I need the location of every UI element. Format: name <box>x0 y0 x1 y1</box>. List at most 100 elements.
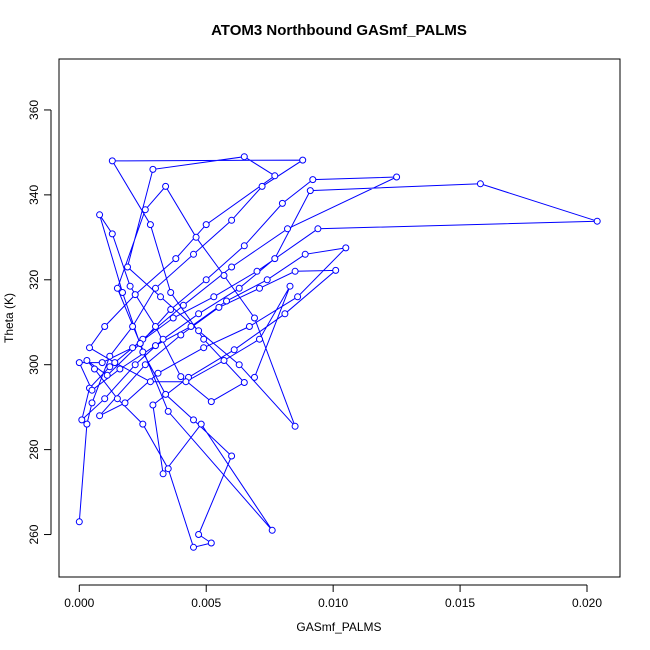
data-point <box>202 276 210 284</box>
data-point <box>271 255 279 263</box>
data-point <box>141 361 149 369</box>
plot-frame <box>58 58 621 578</box>
data-point <box>124 263 131 271</box>
data-point <box>299 156 307 164</box>
data-point <box>251 314 258 322</box>
y-axis-label: Theta (K) <box>2 293 16 343</box>
data-point <box>83 357 91 364</box>
data-point <box>190 543 197 551</box>
data-point <box>139 420 147 428</box>
data-point <box>301 250 309 258</box>
data-point <box>164 465 172 473</box>
data-point <box>162 182 170 190</box>
data-point <box>179 301 187 309</box>
x-tick-label: 0.010 <box>318 596 348 610</box>
data-point <box>101 395 109 403</box>
data-point <box>314 225 322 233</box>
data-point <box>332 266 340 274</box>
data-point <box>131 361 139 369</box>
data-point <box>157 293 164 301</box>
data-point <box>88 399 96 407</box>
data-point <box>75 359 83 367</box>
data-point <box>286 282 294 290</box>
data-point <box>126 282 134 290</box>
data-point <box>235 284 243 292</box>
data-point <box>278 199 286 207</box>
data-point <box>253 267 261 275</box>
data-point <box>159 470 167 478</box>
data-point <box>177 331 185 339</box>
x-axis: 0.000 0.005 0.010 0.015 0.020 <box>64 584 602 610</box>
data-point <box>106 363 114 371</box>
y-tick-label: 320 <box>27 269 41 289</box>
data-point <box>129 323 137 330</box>
x-tick-label: 0.015 <box>445 596 475 610</box>
data-point <box>240 379 248 386</box>
data-point <box>207 398 215 406</box>
data-point <box>187 323 195 330</box>
data-point <box>240 153 248 161</box>
data-point <box>152 342 159 350</box>
data-point <box>220 272 228 279</box>
data-point <box>268 526 276 534</box>
data-point <box>291 422 299 430</box>
data-point <box>207 539 215 547</box>
data-point <box>200 335 208 343</box>
data-point <box>195 531 203 538</box>
data-point <box>215 303 223 311</box>
data-point <box>202 221 210 229</box>
y-tick-label: 260 <box>27 524 41 544</box>
data-point <box>256 284 263 292</box>
y-tick-label: 300 <box>27 354 41 374</box>
data-point <box>200 344 208 352</box>
data-point <box>136 340 144 347</box>
data-point <box>131 291 139 299</box>
y-axis: 260 280 300 320 340 360 <box>27 100 52 545</box>
data-point <box>228 216 236 224</box>
data-point <box>263 276 271 284</box>
data-point <box>256 335 263 343</box>
data-point <box>167 306 175 313</box>
data-point <box>284 225 291 233</box>
data-point <box>149 165 157 173</box>
data-point <box>271 172 279 180</box>
series-layer <box>75 153 601 551</box>
data-point <box>220 357 228 364</box>
y-tick-label: 360 <box>27 100 41 120</box>
series-line <box>78 156 598 548</box>
data-point <box>167 289 175 296</box>
data-point <box>162 390 170 398</box>
data-point <box>103 371 111 379</box>
data-point <box>195 310 203 318</box>
x-axis-label: GASmf_PALMS <box>296 620 381 634</box>
data-point <box>101 323 109 330</box>
data-point <box>190 250 197 258</box>
data-point <box>146 378 154 386</box>
data-point <box>119 289 126 296</box>
data-point <box>192 233 200 241</box>
data-point <box>235 361 243 369</box>
data-point <box>593 217 601 225</box>
data-point <box>197 420 205 428</box>
x-tick-label: 0.005 <box>191 596 221 610</box>
data-point <box>96 211 104 219</box>
data-point <box>75 518 83 526</box>
data-point <box>159 335 167 343</box>
data-point <box>113 284 121 292</box>
chart-title: ATOM3 Northbound GASmf_PALMS <box>211 22 467 39</box>
data-point <box>228 452 236 460</box>
data-point <box>230 346 238 354</box>
data-point <box>121 399 129 407</box>
data-point <box>164 407 172 415</box>
data-point <box>106 352 114 360</box>
y-tick-label: 280 <box>27 439 41 459</box>
data-point <box>223 297 230 305</box>
data-point <box>108 157 116 165</box>
data-point <box>228 263 236 271</box>
data-point <box>281 310 289 318</box>
data-point <box>152 323 159 330</box>
data-point <box>91 365 98 373</box>
data-point <box>152 284 159 292</box>
y-tick-label: 340 <box>27 185 41 205</box>
data-point <box>309 176 317 184</box>
